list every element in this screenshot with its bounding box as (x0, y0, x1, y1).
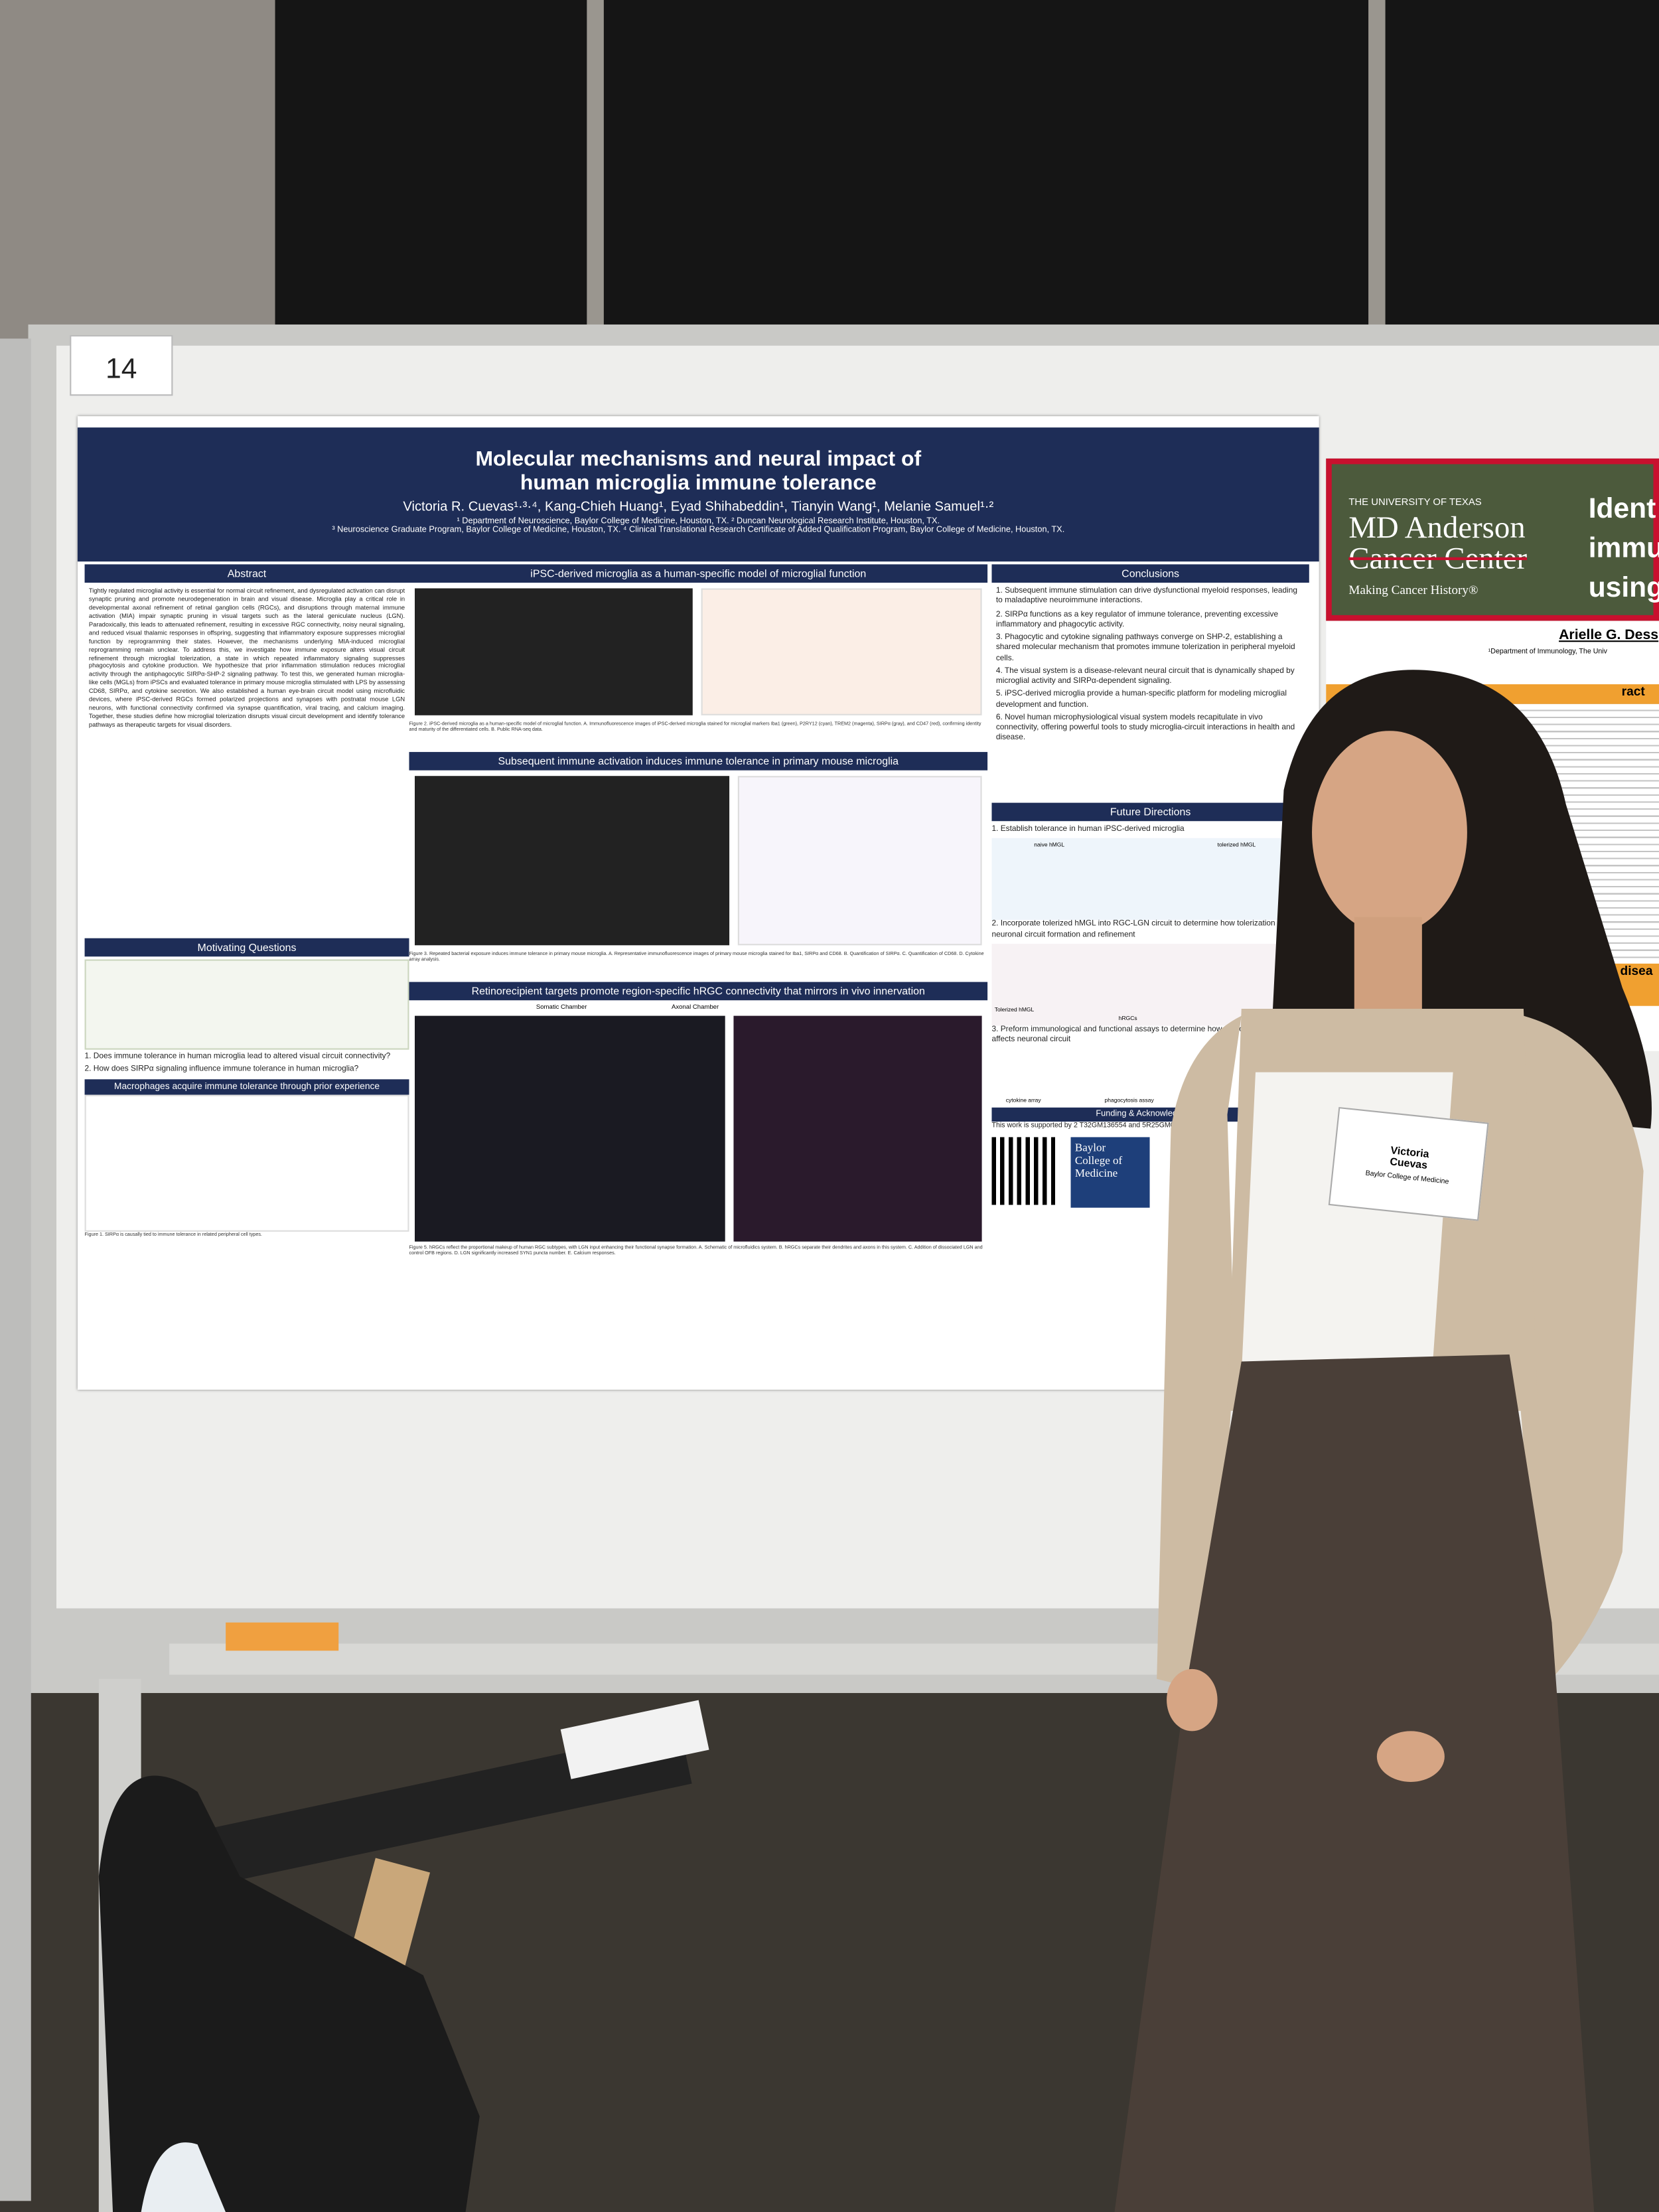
section-heading: Motivating Questions (84, 938, 409, 957)
microscopy-figure (414, 588, 693, 715)
center-line: MD Anderson (1348, 509, 1526, 545)
future-item: 1. Establish tolerance in human iPSC-der… (991, 825, 1185, 834)
number-card (70, 334, 173, 396)
bar-chart-figure (701, 588, 982, 715)
center-line: Cancer Center (1348, 540, 1528, 576)
conclusion: 6. Novel human microphysiological visual… (995, 713, 1295, 743)
conclusion: 3. Phagocytic and cytokine signaling pat… (995, 633, 1295, 663)
label: Somatic Chamber (536, 1003, 587, 1011)
hand (1167, 1668, 1218, 1732)
label: Axonal Chamber (671, 1003, 719, 1011)
conclusions: 1. Subsequent immune stimulation can dri… (991, 583, 1309, 803)
section-heading: Subsequent immune activation induces imm… (409, 752, 988, 771)
question: 2. How does SIRPα signaling influence im… (84, 1065, 359, 1074)
scatter-plots (84, 1094, 409, 1231)
title-line: Molecular mechanisms and neural impact o… (475, 447, 922, 472)
caption: Figure 3. Repeated bacterial exposure in… (409, 950, 984, 963)
hand (1376, 1731, 1445, 1782)
name-badge: Victoria Cuevas Baylor College of Medici… (1328, 1106, 1489, 1221)
section-heading: Macrophages acquire immune tolerance thr… (84, 1078, 409, 1094)
section-heading: Retinorecipient targets promote region-s… (409, 982, 988, 1001)
section-heading: iPSC-derived microglia as a human-specif… (409, 564, 988, 583)
neighbor-header: THE UNIVERSITY OF TEXAS MD Anderson Canc… (1326, 458, 1659, 621)
right-column: Conclusions 1. Subsequent immune stimula… (991, 564, 1309, 1208)
poster-header: Molecular mechanisms and neural impact o… (77, 427, 1319, 562)
center-name: MD Anderson Cancer Center (1348, 512, 1527, 575)
poster-tube (560, 1700, 709, 1779)
authors: Victoria R. Cuevas¹·³·⁴, Kang-Chieh Huan… (403, 499, 994, 515)
black-panel (275, 0, 1659, 332)
panel-divider (1368, 0, 1386, 332)
face (1312, 731, 1467, 934)
tagline: Making Cancer History® (1348, 582, 1479, 597)
bar-chart-figure (737, 776, 982, 946)
title-fragments: Ident immun using (1589, 490, 1659, 609)
tape (226, 1622, 339, 1651)
logo: Baylor College of Medicine (1070, 1137, 1150, 1208)
bottle (141, 2142, 226, 2212)
conclusion: 4. The visual system is a disease-releva… (995, 667, 1295, 686)
microscopy-figure (733, 1015, 982, 1242)
label: hRGCs (1118, 1014, 1137, 1021)
label: Tolerized hMGL (994, 1005, 1035, 1013)
label: tolerized hMGL (1217, 841, 1256, 849)
question: 1. Does immune tolerance in human microg… (84, 1052, 391, 1061)
diagram: cytokine array phagocytosis assay (991, 1049, 1309, 1108)
qr-code (991, 1137, 1060, 1205)
label: cytokine array (1005, 1096, 1041, 1104)
fragment: Ident (1588, 494, 1656, 525)
middle-column: iPSC-derived microglia as a human-specif… (409, 564, 988, 1272)
logo-line: Medicine (1074, 1166, 1118, 1179)
pants (1114, 1354, 1595, 2212)
caption: Figure 5. hRGCs reflect the proportional… (409, 1244, 983, 1256)
logo-line: Baylor (1074, 1141, 1106, 1154)
section-heading: Conclusions (991, 564, 1309, 583)
title-line: human microglia immune tolerance (520, 471, 877, 496)
board-number: 14 (106, 354, 137, 385)
fragment: immun (1588, 533, 1659, 565)
microscopy-figure (414, 1015, 725, 1242)
caption: Figure 2. iPSC-derived microglia as a hu… (409, 721, 981, 733)
future-item: 2. Incorporate tolerized hMGL into RGC-L… (991, 920, 1301, 939)
fragment: using (1588, 573, 1659, 604)
conclusion: 5. iPSC-derived microglia provide a huma… (995, 690, 1287, 709)
author: Arielle G. Dess (1559, 628, 1659, 644)
institution: THE UNIVERSITY OF TEXAS (1348, 498, 1482, 508)
funding-text: This work is supported by 2 T32GM136554 … (991, 1122, 1206, 1131)
bag (98, 1775, 480, 2212)
diagram (84, 959, 409, 1050)
logo-line: College of (1074, 1153, 1123, 1167)
section-heading: Future Directions (991, 802, 1309, 822)
conclusion: 1. Subsequent immune stimulation can dri… (995, 587, 1297, 606)
chamber-labels: Somatic Chamber Axonal Chamber (409, 1000, 987, 1013)
microscopy-figure (414, 776, 729, 946)
affiliation: ¹Department of Immunology, The Univ (1488, 647, 1607, 656)
conclusion: 2. SIRPα functions as a key regulator of… (995, 610, 1279, 629)
poster: Molecular mechanisms and neural impact o… (77, 416, 1319, 1390)
label: naive hMGL (1034, 841, 1065, 849)
section-heading: Abstract (84, 564, 409, 583)
caption: Figure 1. SIRPα is causally tied to immu… (84, 1230, 262, 1237)
diagram: naive hMGL tolerized hMGL (991, 838, 1309, 921)
stand-leg (0, 338, 31, 2201)
left-column: Abstract Tightly regulated microglial ac… (84, 564, 409, 1237)
label: phagocytosis assay (1104, 1096, 1154, 1104)
affiliation: ¹ Department of Neuroscience, Baylor Col… (457, 518, 940, 526)
neck (1354, 917, 1422, 1016)
abstract-text: Tightly regulated microglial activity is… (88, 587, 405, 728)
affiliation: ³ Neuroscience Graduate Program, Baylor … (332, 526, 1065, 535)
panel-divider (587, 0, 604, 332)
